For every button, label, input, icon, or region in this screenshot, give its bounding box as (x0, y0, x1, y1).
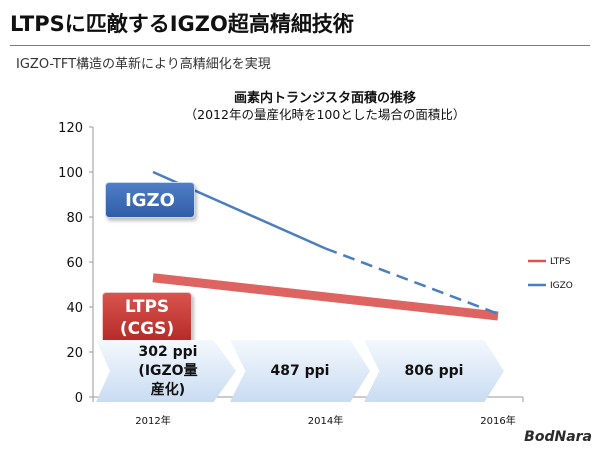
ppi-note-line1: (IGZO量 (138, 362, 198, 379)
x-tick-label: 2014年 (308, 414, 343, 427)
ltps-series-line (152, 273, 499, 321)
igzo-series-line-dashed (325, 247, 499, 315)
y-tick-label: 100 (58, 166, 83, 181)
x-tick-label: 2012年 (135, 414, 170, 427)
ppi-value-2014: 487 ppi (270, 362, 330, 379)
legend-label-ltps: LTPS (550, 257, 571, 267)
ppi-arrow-2016: 806 ppi (364, 340, 504, 402)
x-tick-label: 2016年 (480, 414, 515, 427)
ppi-value-2012: 302 ppi (138, 343, 198, 360)
chart-subtitle: （2012年の量産化時を100とした場合の面積比） (184, 107, 466, 122)
y-tick-label: 40 (66, 301, 83, 316)
igzo-series-label: IGZO (105, 182, 195, 218)
slide-subtitle: IGZO-TFT構造の革新により高精細化を実現 (16, 57, 271, 72)
y-tick-label: 20 (66, 346, 83, 361)
ppi-value-2016: 806 ppi (404, 362, 464, 379)
igzo-label-text: IGZO (125, 189, 175, 211)
y-tick-label: 80 (66, 211, 83, 226)
y-tick-label: 0 (75, 391, 83, 406)
ppi-arrow-2014: 487 ppi (230, 340, 370, 402)
chart-title: 画素内トランジスタ面積の推移 (233, 91, 416, 106)
ppi-note-line2: 産化) (150, 381, 186, 398)
y-tick-label: 60 (66, 256, 83, 271)
ltps-label-line1: LTPS (124, 297, 170, 317)
ppi-arrow-2012: 302 ppi (IGZO量 産化) (96, 340, 236, 402)
y-tick-label: 120 (58, 121, 83, 136)
title-divider (10, 45, 590, 46)
bodnara-watermark: BodNara (524, 429, 592, 445)
ltps-label-line2: (CGS) (119, 319, 175, 339)
legend-label-igzo: IGZO (550, 281, 573, 291)
ltps-series-label: LTPS (CGS) (102, 292, 192, 344)
slide-title: LTPSに匹敵するIGZO超高精細技術 (10, 12, 354, 36)
